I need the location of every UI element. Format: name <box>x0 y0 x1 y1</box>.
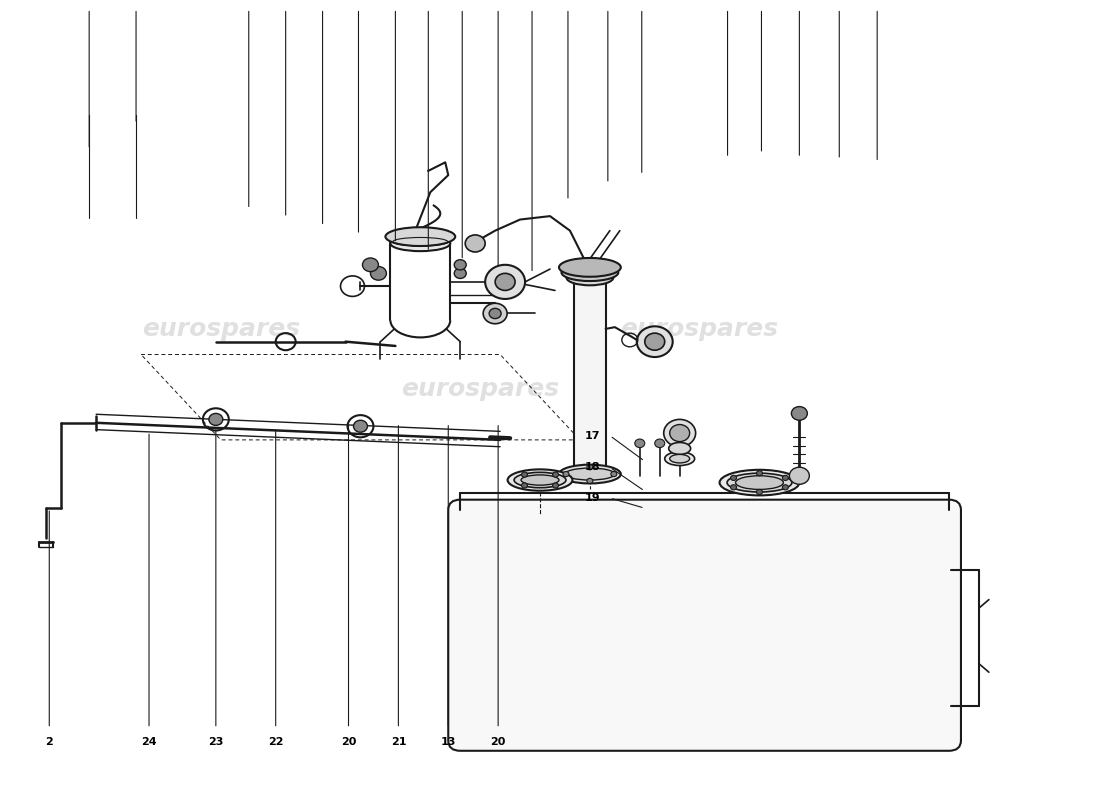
Circle shape <box>645 333 664 350</box>
Circle shape <box>674 439 684 447</box>
Circle shape <box>563 471 569 477</box>
Circle shape <box>782 475 789 481</box>
Ellipse shape <box>559 258 620 277</box>
Ellipse shape <box>514 472 566 488</box>
Circle shape <box>587 478 593 483</box>
Text: 19: 19 <box>584 493 600 503</box>
Circle shape <box>371 266 386 280</box>
Circle shape <box>757 470 762 476</box>
Ellipse shape <box>566 270 614 286</box>
Ellipse shape <box>664 452 694 466</box>
Text: 20: 20 <box>491 737 506 747</box>
Circle shape <box>791 406 807 420</box>
Ellipse shape <box>669 442 691 454</box>
FancyBboxPatch shape <box>449 500 961 750</box>
Circle shape <box>587 465 593 470</box>
Bar <box>574 278 606 474</box>
Circle shape <box>782 485 789 490</box>
Ellipse shape <box>561 264 618 281</box>
Circle shape <box>757 490 762 494</box>
Ellipse shape <box>565 468 615 480</box>
Ellipse shape <box>736 476 783 490</box>
Text: eurospares: eurospares <box>402 377 559 401</box>
Circle shape <box>730 485 737 490</box>
Circle shape <box>670 425 690 442</box>
Circle shape <box>521 472 528 477</box>
Circle shape <box>790 467 810 484</box>
Circle shape <box>637 326 673 357</box>
Text: eurospares: eurospares <box>142 317 300 341</box>
Circle shape <box>663 419 695 446</box>
Text: 24: 24 <box>141 737 157 747</box>
Ellipse shape <box>507 470 572 490</box>
Ellipse shape <box>719 470 800 495</box>
Circle shape <box>521 483 528 488</box>
Circle shape <box>552 472 559 477</box>
Ellipse shape <box>727 474 792 492</box>
Text: 17: 17 <box>584 430 600 441</box>
Ellipse shape <box>390 236 450 251</box>
Circle shape <box>490 308 502 318</box>
Circle shape <box>610 471 617 477</box>
Circle shape <box>209 414 223 426</box>
Ellipse shape <box>385 227 455 246</box>
Circle shape <box>454 268 466 278</box>
Text: 18: 18 <box>584 462 600 472</box>
Text: 13: 13 <box>441 737 455 747</box>
Circle shape <box>465 235 485 252</box>
Text: 23: 23 <box>208 737 223 747</box>
Text: 2: 2 <box>45 737 53 747</box>
Circle shape <box>635 439 645 447</box>
Circle shape <box>730 475 737 481</box>
Circle shape <box>483 303 507 324</box>
Circle shape <box>654 439 664 447</box>
Ellipse shape <box>559 465 620 483</box>
Ellipse shape <box>521 475 559 485</box>
Circle shape <box>485 265 525 299</box>
Text: 21: 21 <box>390 737 406 747</box>
Circle shape <box>363 258 378 272</box>
Ellipse shape <box>670 454 690 463</box>
Circle shape <box>552 483 559 488</box>
Circle shape <box>353 420 367 432</box>
Circle shape <box>495 274 515 290</box>
Text: 22: 22 <box>268 737 284 747</box>
Circle shape <box>454 260 466 270</box>
Text: 20: 20 <box>341 737 356 747</box>
Text: eurospares: eurospares <box>620 317 779 341</box>
